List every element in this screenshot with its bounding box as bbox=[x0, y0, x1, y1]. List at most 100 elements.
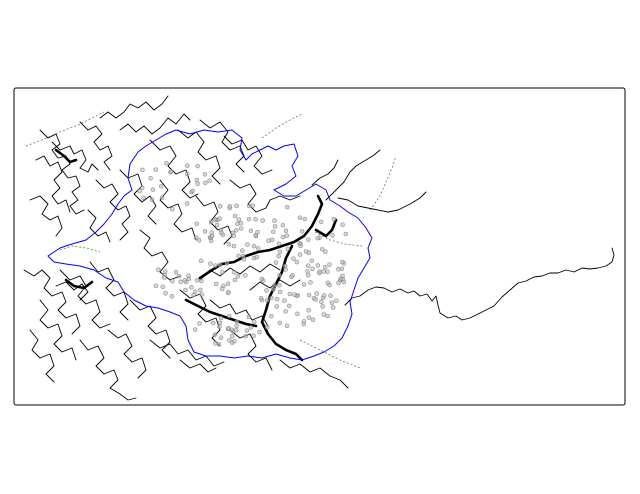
river-line bbox=[279, 359, 349, 389]
sample-point bbox=[305, 269, 310, 274]
sample-point bbox=[213, 281, 219, 287]
river-line bbox=[119, 113, 191, 135]
sample-point bbox=[310, 317, 316, 322]
sample-point bbox=[195, 163, 200, 169]
sample-point bbox=[198, 287, 203, 293]
sample-point bbox=[208, 219, 214, 225]
main-river bbox=[260, 244, 304, 362]
sample-point bbox=[233, 327, 239, 333]
sample-point bbox=[264, 288, 269, 293]
sample-point bbox=[285, 246, 291, 252]
sample-point bbox=[149, 197, 155, 202]
sample-point bbox=[284, 323, 290, 329]
sample-point bbox=[291, 256, 296, 261]
sample-point bbox=[271, 229, 276, 235]
sample-point bbox=[236, 253, 241, 259]
sample-point bbox=[217, 262, 223, 267]
sample-point bbox=[220, 270, 225, 275]
sample-point bbox=[330, 305, 336, 310]
sample-point bbox=[194, 221, 200, 226]
sample-point bbox=[287, 291, 293, 297]
sample-point bbox=[283, 228, 289, 234]
river-line bbox=[51, 141, 99, 173]
sample-point bbox=[236, 217, 242, 222]
sample-point bbox=[150, 187, 156, 192]
main-river bbox=[314, 218, 338, 238]
sample-point bbox=[327, 262, 332, 267]
sample-point bbox=[213, 263, 218, 268]
sample-point bbox=[313, 297, 318, 302]
sample-point bbox=[229, 333, 235, 339]
sample-point bbox=[182, 278, 188, 283]
sample-point bbox=[246, 203, 252, 209]
sample-point bbox=[153, 283, 159, 289]
sample-point bbox=[232, 213, 238, 219]
river-line bbox=[179, 359, 217, 373]
sample-point bbox=[139, 185, 145, 191]
sample-point bbox=[186, 273, 191, 278]
sample-point bbox=[253, 217, 258, 222]
sample-point bbox=[274, 296, 280, 302]
sample-point bbox=[330, 232, 335, 238]
sample-point bbox=[202, 229, 208, 234]
main-river bbox=[184, 298, 258, 328]
sample-point bbox=[336, 280, 341, 286]
sample-point bbox=[319, 299, 324, 305]
sample-point bbox=[264, 324, 270, 330]
sample-point bbox=[306, 315, 312, 320]
sample-point bbox=[219, 230, 224, 235]
sample-point bbox=[190, 188, 195, 194]
sample-point bbox=[271, 287, 276, 292]
sample-point bbox=[341, 279, 347, 285]
trail-line bbox=[314, 231, 363, 247]
sample-point bbox=[212, 217, 218, 222]
sample-point bbox=[137, 188, 143, 194]
sample-point bbox=[227, 204, 233, 209]
sample-point bbox=[209, 230, 214, 235]
sample-point bbox=[246, 216, 252, 222]
sample-point bbox=[298, 243, 303, 249]
sample-point bbox=[202, 172, 208, 177]
sample-point bbox=[277, 273, 282, 278]
sample-point bbox=[212, 332, 218, 338]
sample-point bbox=[282, 298, 287, 303]
sample-point bbox=[185, 163, 190, 168]
river-line bbox=[119, 169, 157, 225]
sample-point bbox=[189, 284, 194, 290]
sample-point bbox=[199, 292, 204, 297]
sample-point bbox=[248, 325, 254, 330]
river-line bbox=[337, 191, 427, 213]
sample-point bbox=[225, 281, 231, 286]
sample-point bbox=[321, 269, 326, 274]
sample-point bbox=[306, 237, 311, 242]
river-line bbox=[59, 269, 111, 329]
river-line bbox=[89, 261, 129, 321]
sample-point bbox=[269, 295, 274, 301]
sample-point bbox=[207, 178, 212, 183]
sample-point bbox=[272, 224, 278, 229]
sample-point bbox=[283, 309, 288, 314]
sample-point bbox=[234, 319, 240, 324]
sample-point bbox=[277, 289, 283, 295]
sample-point bbox=[325, 269, 330, 274]
sample-point bbox=[339, 266, 345, 272]
sample-point bbox=[197, 321, 202, 326]
sample-point bbox=[276, 241, 282, 247]
sample-point bbox=[185, 171, 190, 177]
sample-point bbox=[162, 269, 168, 274]
sample-point bbox=[168, 169, 174, 174]
sample-point bbox=[169, 293, 175, 299]
sample-point bbox=[218, 335, 224, 340]
trails-layer bbox=[25, 111, 397, 369]
sample-point bbox=[245, 242, 250, 247]
sample-point bbox=[309, 258, 315, 264]
sample-point bbox=[235, 274, 241, 279]
sample-point bbox=[170, 278, 175, 284]
sample-point bbox=[176, 273, 182, 279]
river-line bbox=[223, 135, 273, 175]
sample-point bbox=[258, 295, 264, 301]
sample-point bbox=[217, 324, 222, 329]
sample-point bbox=[231, 233, 236, 238]
sample-point bbox=[191, 292, 196, 298]
river-line bbox=[29, 329, 55, 383]
